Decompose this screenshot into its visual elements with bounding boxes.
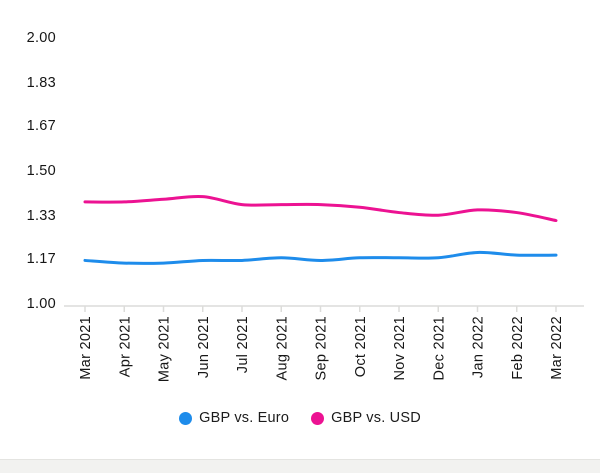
y-axis-tick-label: 1.17 — [27, 251, 56, 267]
series-line-gbp-usd — [83, 194, 558, 223]
x-axis-tick-label: Jul 2021 — [235, 316, 251, 373]
legend-label-gbp-usd: GBP vs. USD — [331, 410, 421, 426]
y-axis-tick-label: 1.33 — [27, 208, 56, 224]
x-axis-tick-label: Oct 2021 — [353, 316, 369, 377]
series-line-gbp-euro — [83, 250, 558, 265]
x-axis-tick-label: Feb 2022 — [510, 316, 526, 380]
legend-item-gbp-euro[interactable]: GBP vs. Euro — [179, 410, 289, 426]
y-axis-tick-label: 1.67 — [27, 118, 56, 134]
legend-label-gbp-euro: GBP vs. Euro — [199, 410, 290, 426]
y-axis-tick-label: 1.50 — [27, 163, 56, 179]
x-axis-tick-label: Sep 2021 — [314, 316, 330, 381]
x-axis-tick-label: Jan 2022 — [471, 316, 487, 378]
x-axis-tick-label: Mar 2021 — [78, 316, 94, 380]
y-axis-tick-label: 1.83 — [27, 75, 56, 91]
x-axis-tick-label: Jun 2021 — [196, 316, 212, 378]
x-axis-tick-label: May 2021 — [157, 316, 173, 382]
window-bottom-strip — [0, 459, 600, 473]
y-axis-tick-label: 1.00 — [27, 296, 56, 312]
x-axis-tick-label: Apr 2021 — [117, 316, 133, 377]
legend-dot-euro-icon — [179, 411, 193, 425]
x-axis-tick-label: Mar 2022 — [549, 316, 565, 380]
line-chart-canvas: 2.00 1.83 1.67 1.50 1.33 1.17 1.00 Mar 2021 Apr … — [27, 30, 584, 382]
legend-dot-usd-icon — [311, 411, 325, 425]
x-axis-tick-label: Dec 2021 — [431, 316, 447, 380]
y-axis-tick-label: 2.00 — [27, 30, 56, 46]
x-axis-tick-label: Aug 2021 — [274, 316, 290, 381]
exchange-rate-chart: 2.00 1.83 1.67 1.50 1.33 1.17 1.00 Mar 2021 Apr … — [27, 30, 584, 382]
x-axis-tick-label: Nov 2021 — [392, 316, 408, 380]
legend-item-gbp-usd[interactable]: GBP vs. USD — [311, 410, 421, 426]
chart-legend: GBP vs. Euro GBP vs. USD — [0, 405, 600, 431]
